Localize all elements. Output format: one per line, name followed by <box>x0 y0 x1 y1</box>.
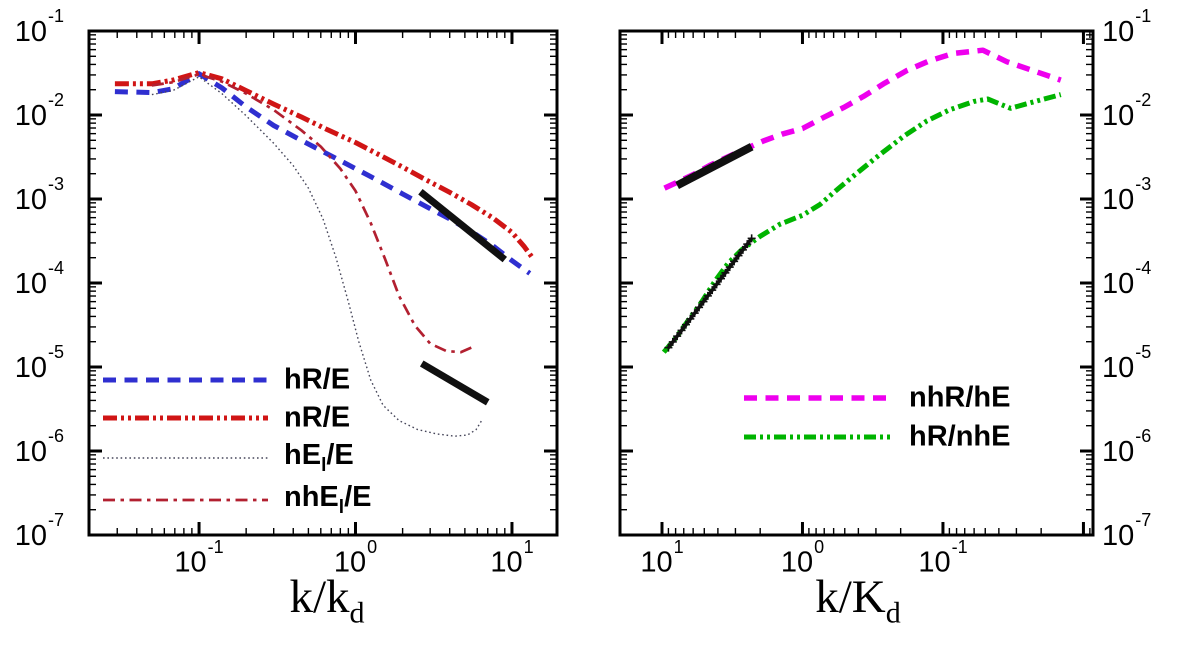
fit-line-magenta <box>675 143 754 189</box>
y-tick-label: 10-6 <box>14 426 64 468</box>
slope-line-upper <box>418 189 508 263</box>
legend-label-hEl/E: hEl/E <box>284 439 354 476</box>
y-tick-label: 10-4 <box>14 258 64 300</box>
x-axis-title-right-sub: d <box>885 596 901 630</box>
x-axis-title-right: k/Kd <box>815 574 901 628</box>
y-tick-label: 10-3 <box>14 174 64 216</box>
x-axis-title-left-main: k/k <box>289 571 350 623</box>
y-tick-label: 10-3 <box>1102 174 1152 216</box>
y-tick-label: 10-7 <box>14 510 64 552</box>
x-tick-label: 100 <box>333 536 378 579</box>
series-hR/E <box>114 71 532 276</box>
x-tick-label: 10-1 <box>918 536 968 579</box>
x-tick-label: 101 <box>640 536 684 579</box>
y-tick-label: 10-6 <box>1102 426 1152 468</box>
y-tick-label: 10-1 <box>14 6 64 48</box>
legend-label-nhR/hE: nhR/hE <box>909 381 1011 414</box>
legend-label-hR/nhE: hR/nhE <box>909 420 1011 453</box>
y-tick-label: 10-7 <box>1102 510 1152 552</box>
series-nR/E <box>114 70 535 260</box>
y-tick-label: 10-5 <box>1102 342 1152 384</box>
x-axis-title-left: k/kd <box>289 574 364 628</box>
y-tick-label: 10-1 <box>1102 6 1152 48</box>
x-axis-title-right-main: k/K <box>815 571 886 623</box>
legend-label-nhEl/E: nhEl/E <box>284 481 372 518</box>
x-tick-label: 10-1 <box>174 536 224 579</box>
legend-label-nR/E: nR/E <box>284 401 351 434</box>
y-tick-label: 10-4 <box>1102 258 1152 300</box>
slope-line-lower <box>419 360 490 406</box>
series-nhEl/E <box>151 72 472 354</box>
series-hR/nhE <box>661 92 1062 354</box>
y-tick-label: 10-2 <box>14 90 64 132</box>
y-tick-label: 10-2 <box>1102 90 1152 132</box>
x-tick-label: 100 <box>780 536 825 579</box>
x-tick-label: 101 <box>490 536 534 579</box>
x-axis-title-left-sub: d <box>349 596 365 630</box>
y-tick-label: 10-5 <box>14 342 64 384</box>
legend-label-hR/E: hR/E <box>284 363 351 396</box>
